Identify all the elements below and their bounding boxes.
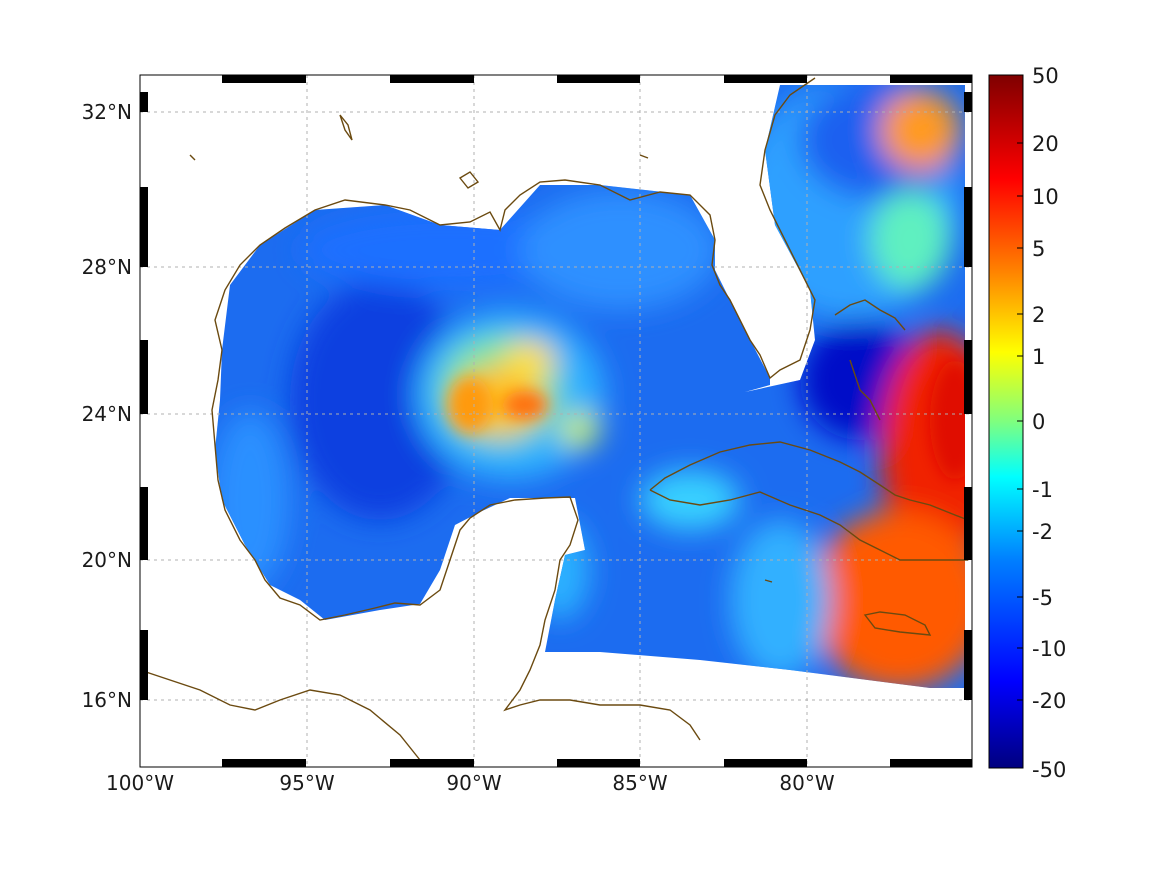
- colorbar-label: 5: [1032, 237, 1045, 261]
- colorbar-label: 1: [1032, 345, 1045, 369]
- lon-label: 85°W: [612, 771, 667, 795]
- lat-label: 16°N: [82, 688, 132, 712]
- colorbar-label: -20: [1032, 689, 1066, 713]
- colorbar: 50 20 10 5 2 1 0 -1 -2 -5 -10 -20 -50: [988, 64, 1066, 782]
- colorbar-label: 2: [1032, 303, 1045, 327]
- colorbar-label: 20: [1032, 132, 1059, 156]
- colorbar-label: -2: [1032, 520, 1053, 544]
- lon-label: 100°W: [106, 771, 174, 795]
- lat-label: 24°N: [82, 402, 132, 426]
- lon-label: 90°W: [446, 771, 501, 795]
- map-frame: [139, 74, 973, 768]
- colorbar-label: -10: [1032, 637, 1066, 661]
- lat-label: 28°N: [82, 255, 132, 279]
- colorbar-ticks: [1017, 142, 1023, 701]
- colorbar-label: -1: [1032, 478, 1053, 502]
- graticule: [140, 75, 972, 767]
- colorbar-label: 50: [1032, 64, 1059, 88]
- colorbar-label: 10: [1032, 185, 1059, 209]
- longitude-labels: 100°W 95°W 90°W 85°W 80°W: [106, 771, 835, 795]
- coastlines: [139, 77, 969, 761]
- lon-label: 80°W: [779, 771, 834, 795]
- colorbar-label: -50: [1032, 758, 1066, 782]
- colorbar-label: -5: [1032, 586, 1053, 610]
- sea-level-field: [215, 85, 965, 688]
- lon-label: 95°W: [279, 771, 334, 795]
- colorbar-label: 0: [1032, 410, 1045, 434]
- lat-label: 32°N: [82, 100, 132, 124]
- latitude-labels: 32°N 28°N 24°N 20°N 16°N: [82, 100, 132, 712]
- lat-label: 20°N: [82, 548, 132, 572]
